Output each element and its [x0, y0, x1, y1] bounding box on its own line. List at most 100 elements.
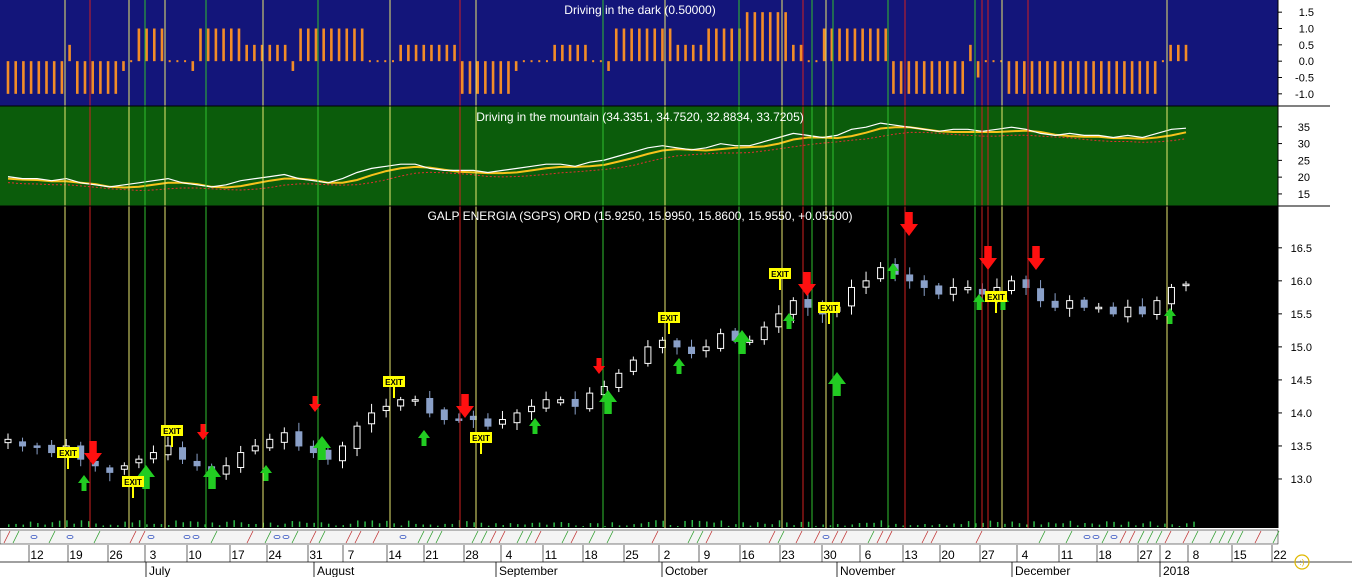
- oscillator-bar: [1084, 61, 1088, 94]
- exit-label: EXIT: [163, 427, 181, 436]
- volume-bar: [924, 524, 926, 527]
- oscillator-bar: [707, 28, 710, 62]
- oscillator-bar: [899, 61, 903, 94]
- dark-tick-label: -0.5: [1295, 73, 1314, 85]
- volume-bar: [560, 522, 563, 527]
- oscillator-bar: [60, 61, 64, 94]
- volume-bar: [866, 522, 868, 527]
- date-strip-mark: [687, 530, 695, 544]
- volume-bar: [909, 525, 912, 527]
- day-label: 2: [664, 548, 671, 562]
- candle-body: [629, 359, 637, 372]
- oscillator-bar: [761, 12, 764, 62]
- oscillator-bar: [260, 44, 264, 62]
- volume-bar: [66, 520, 68, 527]
- oscillator-bar: [199, 28, 202, 62]
- oscillator-bar: [1177, 44, 1180, 62]
- oscillator-bar: [1015, 61, 1018, 94]
- volume-bar: [916, 525, 919, 527]
- oscillator-bar: [799, 44, 803, 62]
- date-strip-mark: [696, 530, 704, 544]
- oscillator-bar: [915, 61, 918, 94]
- volume-bar: [175, 520, 177, 527]
- candle-body: [586, 392, 594, 410]
- volume-bar: [771, 524, 774, 527]
- volume-bar: [844, 525, 846, 527]
- volume-bar: [298, 521, 301, 527]
- sell-arrow-icon: [197, 424, 209, 440]
- date-strip-mark: [813, 530, 821, 544]
- oscillator-bar: [1184, 44, 1188, 62]
- volume-bar: [553, 522, 555, 527]
- date-strip-mark: [426, 530, 434, 544]
- volume-bar: [109, 524, 112, 527]
- date-strip-mark: [705, 530, 713, 544]
- day-label: 17: [231, 548, 245, 562]
- volume-bar: [524, 524, 526, 527]
- oscillator-bar: [37, 61, 41, 94]
- date-strip-mark: [867, 530, 875, 544]
- volume-bar: [284, 523, 286, 527]
- volume-bar: [95, 523, 97, 527]
- oscillator-bar: [29, 61, 33, 94]
- oscillator-bar: [607, 61, 610, 71]
- volume-bar: [480, 522, 483, 527]
- volume-bar: [887, 525, 890, 527]
- date-strip-mark: [516, 530, 524, 544]
- volume-bar: [378, 523, 381, 527]
- date-strip-mark: [1164, 530, 1172, 544]
- oscillator-bar: [114, 61, 118, 94]
- oscillator-bar: [1130, 61, 1134, 94]
- volume-bar: [953, 523, 955, 527]
- oscillator-bar: [592, 60, 595, 63]
- day-label: 16: [741, 548, 755, 562]
- date-strip-mark: [3, 530, 11, 544]
- oscillator-bar: [130, 60, 133, 63]
- oscillator-bar: [1138, 61, 1142, 94]
- date-strip-mark: [795, 530, 803, 544]
- candle-body: [4, 438, 12, 444]
- candle-body: [1124, 306, 1132, 318]
- day-label: 19: [69, 548, 83, 562]
- volume-bar: [342, 525, 344, 527]
- sell-arrow-icon: [309, 396, 321, 412]
- price-tick-label: 13.0: [1291, 474, 1312, 486]
- smiley-icon[interactable]: [1294, 554, 1310, 570]
- oscillator-bar: [530, 60, 533, 63]
- price-tick-label: 16.5: [1291, 243, 1312, 255]
- candle-body: [760, 326, 768, 341]
- date-strip-mark: [570, 530, 578, 544]
- date-strip-mark: [1101, 530, 1109, 544]
- candle-body: [542, 399, 550, 409]
- volume-bar: [1040, 524, 1043, 527]
- month-label: December: [1015, 564, 1070, 577]
- volume-bar: [727, 525, 730, 527]
- oscillator-bar: [1100, 61, 1103, 94]
- volume-bar: [858, 523, 861, 527]
- volume-bar: [1186, 523, 1188, 527]
- oscillator-bar: [468, 61, 472, 94]
- candle-body: [1037, 288, 1045, 302]
- oscillator-bar: [437, 44, 441, 62]
- month-label: July: [149, 564, 170, 577]
- candle-body: [469, 415, 477, 421]
- candle-body: [19, 441, 27, 447]
- day-label: 15: [1233, 548, 1247, 562]
- oscillator-bar: [784, 12, 787, 62]
- volume-bar: [895, 523, 897, 527]
- oscillator-bar: [938, 61, 941, 94]
- volume-bar: [1178, 525, 1181, 527]
- volume-bar: [996, 521, 999, 527]
- price-tick-label: 13.5: [1291, 441, 1312, 453]
- volume-bar: [466, 521, 468, 527]
- volume-bar: [240, 522, 243, 527]
- day-label: 11: [545, 548, 558, 562]
- oscillator-bar: [1153, 61, 1157, 94]
- oscillator-bar: [160, 28, 164, 62]
- oscillator-bar: [614, 28, 618, 62]
- volume-bar: [1120, 524, 1123, 527]
- date-strip-mark: [183, 535, 191, 540]
- date-strip-mark: [1110, 535, 1118, 540]
- oscillator-bar: [869, 28, 872, 62]
- candle-body: [644, 346, 652, 364]
